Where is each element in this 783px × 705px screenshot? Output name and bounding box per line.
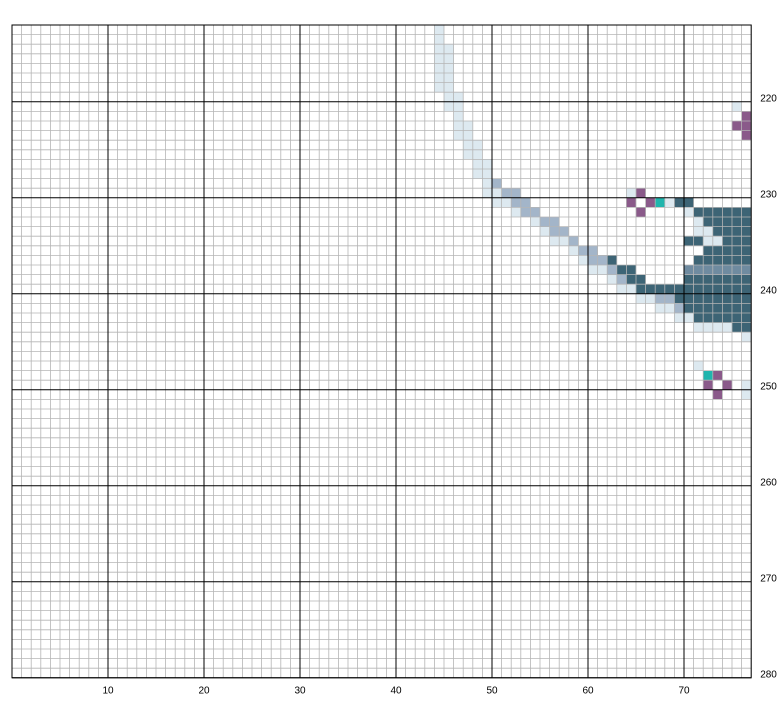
x-label: 30 xyxy=(294,685,306,696)
stitch xyxy=(703,380,713,390)
stitch xyxy=(732,101,742,112)
stitch xyxy=(684,274,752,285)
y-label: 230 xyxy=(760,189,777,200)
stitch xyxy=(712,370,723,381)
stitch xyxy=(434,34,444,45)
stitch xyxy=(636,207,646,217)
stitch xyxy=(636,188,646,198)
x-label: 50 xyxy=(486,685,498,696)
stitch xyxy=(626,197,636,208)
stitch xyxy=(664,197,675,208)
stitch xyxy=(674,303,684,313)
stitch xyxy=(453,111,464,121)
stitch xyxy=(434,25,444,35)
stitch xyxy=(616,274,627,285)
stitch xyxy=(568,236,579,246)
y-label: 250 xyxy=(760,381,777,392)
stitch xyxy=(684,303,752,313)
stitch xyxy=(684,265,752,275)
stitch xyxy=(703,370,713,381)
stitch xyxy=(741,389,752,400)
stitch xyxy=(741,111,752,121)
stitch xyxy=(568,245,579,256)
x-label: 70 xyxy=(678,685,690,696)
stitch xyxy=(703,217,752,227)
stitch xyxy=(645,197,656,208)
stitch xyxy=(607,265,617,275)
x-label: 40 xyxy=(390,685,402,696)
stitch xyxy=(492,178,502,189)
stitch xyxy=(511,207,521,217)
stitch xyxy=(703,245,752,256)
y-label: 260 xyxy=(760,477,777,488)
stitch xyxy=(684,207,694,217)
y-label: 240 xyxy=(760,285,777,296)
y-label: 220 xyxy=(760,93,777,104)
stitch xyxy=(607,274,617,285)
stitch xyxy=(722,380,732,390)
stitch xyxy=(741,380,752,390)
stitch xyxy=(530,217,540,227)
stitch xyxy=(722,236,752,246)
stitch xyxy=(540,226,550,237)
stitch xyxy=(626,188,636,198)
stitch xyxy=(655,197,665,208)
stitch xyxy=(578,255,588,265)
y-label: 280 xyxy=(760,669,777,680)
stitch xyxy=(693,217,704,227)
stitch xyxy=(741,332,752,342)
y-label: 270 xyxy=(760,573,777,584)
x-label: 60 xyxy=(582,685,594,696)
stitch xyxy=(607,255,617,265)
stitch xyxy=(482,178,492,189)
x-label: 20 xyxy=(198,685,210,696)
stitch xyxy=(741,130,752,141)
stitch xyxy=(712,389,723,400)
x-label: 10 xyxy=(102,685,114,696)
stitch xyxy=(693,361,704,371)
